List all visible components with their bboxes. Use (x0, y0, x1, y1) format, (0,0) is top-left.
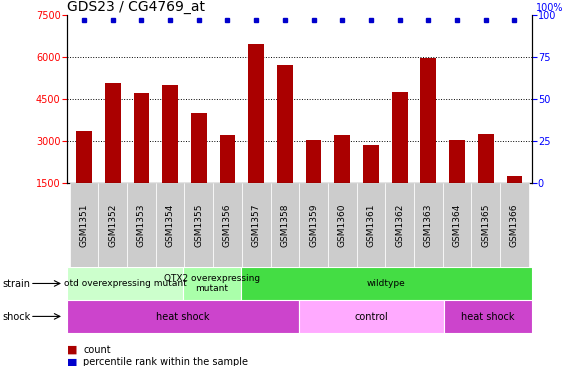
Text: GSM1352: GSM1352 (108, 203, 117, 247)
Text: GSM1365: GSM1365 (481, 203, 490, 247)
FancyBboxPatch shape (183, 267, 241, 300)
Text: 100%: 100% (536, 3, 564, 13)
Text: GSM1363: GSM1363 (424, 203, 433, 247)
FancyBboxPatch shape (414, 183, 443, 267)
Text: GSM1366: GSM1366 (510, 203, 519, 247)
Text: GDS23 / CG4769_at: GDS23 / CG4769_at (67, 0, 205, 14)
FancyBboxPatch shape (328, 183, 357, 267)
Bar (334, 135, 350, 183)
Bar (363, 145, 379, 183)
Text: GSM1357: GSM1357 (252, 203, 261, 247)
Bar (449, 139, 465, 183)
Text: control: control (355, 311, 389, 322)
FancyBboxPatch shape (67, 267, 183, 300)
FancyBboxPatch shape (357, 183, 385, 267)
FancyBboxPatch shape (471, 183, 500, 267)
Bar (421, 58, 436, 183)
FancyBboxPatch shape (500, 183, 529, 267)
FancyBboxPatch shape (184, 183, 213, 267)
FancyBboxPatch shape (127, 183, 156, 267)
FancyBboxPatch shape (443, 183, 471, 267)
Text: GSM1364: GSM1364 (453, 203, 461, 247)
Bar (478, 134, 494, 183)
Text: GSM1362: GSM1362 (395, 203, 404, 247)
Text: heat shock: heat shock (461, 311, 515, 322)
Text: strain: strain (3, 279, 31, 289)
Text: GSM1351: GSM1351 (80, 203, 88, 247)
Text: heat shock: heat shock (156, 311, 210, 322)
Text: GSM1356: GSM1356 (223, 203, 232, 247)
Text: ■: ■ (67, 344, 77, 355)
Bar (248, 44, 264, 183)
Text: GSM1354: GSM1354 (166, 203, 175, 247)
FancyBboxPatch shape (241, 267, 532, 300)
FancyBboxPatch shape (299, 300, 444, 333)
FancyBboxPatch shape (271, 183, 299, 267)
FancyBboxPatch shape (385, 183, 414, 267)
FancyBboxPatch shape (299, 183, 328, 267)
FancyBboxPatch shape (444, 300, 532, 333)
Bar (306, 139, 321, 183)
Text: otd overexpressing mutant: otd overexpressing mutant (63, 279, 187, 288)
FancyBboxPatch shape (67, 300, 299, 333)
Bar (277, 65, 293, 183)
Bar (220, 135, 235, 183)
Bar (507, 176, 522, 183)
Text: GSM1355: GSM1355 (194, 203, 203, 247)
Text: GSM1353: GSM1353 (137, 203, 146, 247)
Text: shock: shock (3, 311, 31, 322)
FancyBboxPatch shape (70, 183, 98, 267)
Text: wildtype: wildtype (367, 279, 406, 288)
Bar (162, 85, 178, 183)
Bar (392, 92, 407, 183)
Text: GSM1359: GSM1359 (309, 203, 318, 247)
Bar (76, 131, 92, 183)
Text: ■: ■ (67, 357, 77, 366)
Text: percentile rank within the sample: percentile rank within the sample (83, 357, 248, 366)
Bar (191, 113, 207, 183)
FancyBboxPatch shape (213, 183, 242, 267)
FancyBboxPatch shape (242, 183, 271, 267)
Bar (134, 93, 149, 183)
Text: GSM1360: GSM1360 (338, 203, 347, 247)
Text: GSM1361: GSM1361 (367, 203, 375, 247)
Text: count: count (83, 344, 111, 355)
Text: OTX2 overexpressing
mutant: OTX2 overexpressing mutant (164, 274, 260, 294)
Text: GSM1358: GSM1358 (281, 203, 289, 247)
FancyBboxPatch shape (156, 183, 184, 267)
FancyBboxPatch shape (98, 183, 127, 267)
Bar (105, 83, 121, 183)
